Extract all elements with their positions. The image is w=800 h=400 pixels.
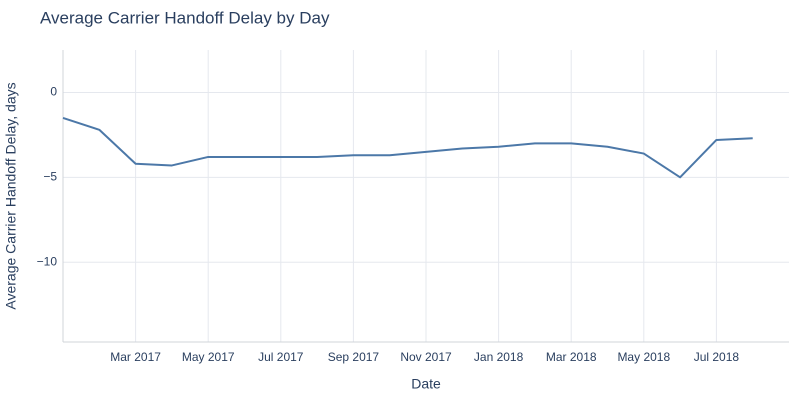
y-axis-label: Average Carrier Handoff Delay, days (3, 82, 19, 309)
x-tick-label: Sep 2017 (328, 350, 380, 364)
chart-title: Average Carrier Handoff Delay by Day (40, 8, 330, 27)
x-tick-label: Jul 2017 (258, 350, 304, 364)
y-tick-label: −5 (43, 169, 57, 183)
x-tick-label: Jul 2018 (694, 350, 740, 364)
x-tick-label: Mar 2017 (110, 350, 161, 364)
y-tick-label: 0 (50, 85, 57, 99)
x-tick-label: Mar 2018 (546, 350, 597, 364)
x-tick-label: May 2017 (182, 350, 235, 364)
x-tick-label: May 2018 (617, 350, 670, 364)
x-tick-label: Jan 2018 (474, 350, 524, 364)
grid: −10 −5 0 Mar 2017 May 2017 Jul 2017 Sep 2017 No… (37, 50, 789, 364)
x-tick-label: Nov 2017 (400, 350, 452, 364)
plot-area (62, 116, 753, 179)
x-axis-label: Date (411, 376, 441, 392)
y-tick-label: −10 (37, 254, 58, 268)
series-line (62, 116, 753, 179)
